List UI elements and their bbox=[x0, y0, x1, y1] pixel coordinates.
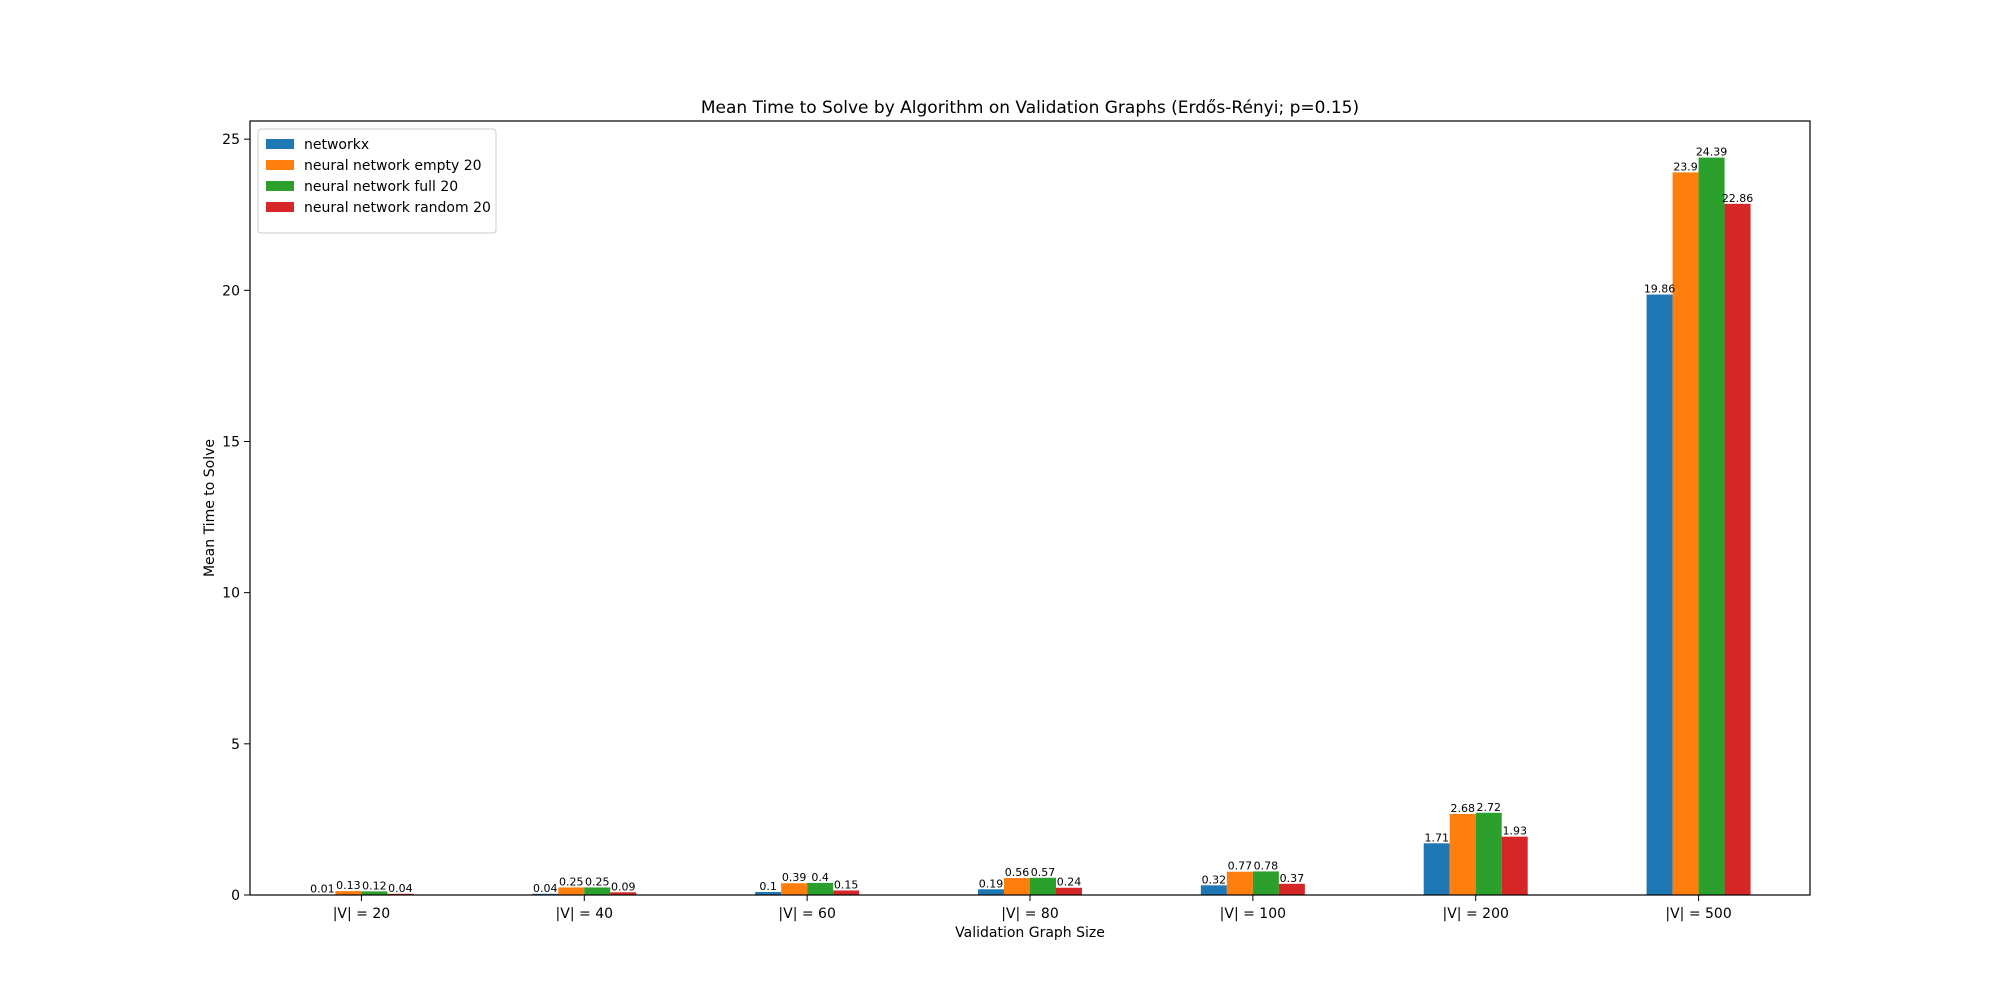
bar-2-2 bbox=[558, 887, 584, 895]
bar-value-label: 0.57 bbox=[1031, 866, 1056, 879]
bar-value-label: 0.25 bbox=[585, 875, 610, 888]
legend-swatch bbox=[266, 181, 294, 191]
bar-4-6 bbox=[1502, 837, 1528, 895]
legend-label: networkx bbox=[304, 137, 369, 153]
legend-label: neural network random 20 bbox=[304, 200, 491, 216]
bar-2-7 bbox=[1673, 172, 1699, 895]
legend-label: neural network full 20 bbox=[304, 179, 458, 195]
bar-3-3 bbox=[807, 883, 833, 895]
y-tick-label: 15 bbox=[222, 434, 240, 450]
bar-value-label: 0.24 bbox=[1057, 876, 1082, 889]
x-axis-label: Validation Graph Size bbox=[955, 925, 1105, 941]
bar-3-2 bbox=[584, 887, 610, 895]
bar-value-label: 1.71 bbox=[1424, 831, 1449, 844]
y-tick-label: 25 bbox=[222, 132, 240, 148]
bar-value-label: 22.86 bbox=[1722, 192, 1754, 205]
bar-value-label: 0.39 bbox=[782, 871, 807, 884]
bars-layer bbox=[309, 158, 1750, 895]
x-tick-label: |V| = 500 bbox=[1665, 906, 1731, 922]
x-tick-label: |V| = 100 bbox=[1220, 906, 1286, 922]
bar-value-label: 1.93 bbox=[1502, 825, 1527, 838]
bar-value-label: 0.25 bbox=[559, 875, 584, 888]
bar-3-4 bbox=[1030, 878, 1056, 895]
bar-value-label: 0.78 bbox=[1254, 859, 1279, 872]
bar-value-label: 0.19 bbox=[979, 877, 1004, 890]
bar-2-4 bbox=[1004, 878, 1030, 895]
bar-2-3 bbox=[781, 883, 807, 895]
bar-3-6 bbox=[1476, 813, 1502, 895]
y-axis-label: Mean Time to Solve bbox=[202, 439, 218, 577]
y-tick-label: 10 bbox=[222, 586, 240, 602]
bar-3-7 bbox=[1699, 158, 1725, 895]
legend: networkx neural network empty 20 neural ne… bbox=[258, 129, 496, 233]
x-tick-label: |V| = 40 bbox=[556, 906, 613, 922]
bar-value-label: 2.72 bbox=[1476, 801, 1501, 814]
bar-4-7 bbox=[1725, 204, 1751, 895]
bar-value-label: 24.39 bbox=[1696, 146, 1728, 159]
x-tick-label: |V| = 20 bbox=[333, 906, 390, 922]
bar-2-6 bbox=[1450, 814, 1476, 895]
bar-4-4 bbox=[1056, 888, 1082, 895]
bar-2-5 bbox=[1227, 872, 1253, 895]
bar-4-5 bbox=[1279, 884, 1305, 895]
y-tick-label: 5 bbox=[231, 737, 240, 753]
axes-layer: 0 5 10 15 20 25 |V| = 20 |V| = 40 |V| = 60 |V| = … bbox=[222, 121, 1810, 922]
x-tick-label: |V| = 60 bbox=[778, 906, 835, 922]
bar-3-5 bbox=[1253, 871, 1279, 895]
bar-1-6 bbox=[1424, 843, 1450, 895]
bar-value-label: 19.86 bbox=[1644, 283, 1676, 296]
legend-swatch bbox=[266, 139, 294, 149]
bar-value-label: 0.32 bbox=[1202, 873, 1227, 886]
bar-value-label: 23.9 bbox=[1673, 160, 1698, 173]
bar-value-label: 0.37 bbox=[1280, 872, 1305, 885]
bar-value-label: 0.04 bbox=[533, 882, 558, 895]
bar-value-label: 0.1 bbox=[759, 880, 777, 893]
y-tick-label: 0 bbox=[231, 888, 240, 904]
bar-value-label: 0.4 bbox=[811, 871, 829, 884]
bar-value-label: 0.13 bbox=[336, 879, 361, 892]
bar-1-5 bbox=[1201, 885, 1227, 895]
legend-label: neural network empty 20 bbox=[304, 158, 482, 174]
y-tick-label: 20 bbox=[222, 283, 240, 299]
bar-value-label: 0.01 bbox=[310, 883, 335, 896]
legend-swatch bbox=[266, 202, 294, 212]
bar-value-label: 0.77 bbox=[1228, 860, 1253, 873]
bar-1-7 bbox=[1647, 295, 1673, 895]
bar-value-label: 0.12 bbox=[362, 879, 387, 892]
bar-value-label: 0.04 bbox=[388, 882, 413, 895]
bar-value-label: 0.56 bbox=[1005, 866, 1030, 879]
bar-value-label: 0.15 bbox=[834, 878, 859, 891]
bar-value-labels: 0.01 0.04 0.1 0.19 0.32 1.71 19.86 0.13 0.25 0.39… bbox=[310, 146, 1753, 896]
plot-frame bbox=[250, 121, 1810, 895]
x-tick-label: |V| = 80 bbox=[1001, 906, 1058, 922]
legend-swatch bbox=[266, 160, 294, 170]
bar-value-label: 2.68 bbox=[1450, 802, 1475, 815]
bar-value-label: 0.09 bbox=[611, 880, 636, 893]
chart-title: Mean Time to Solve by Algorithm on Valid… bbox=[701, 98, 1359, 118]
x-tick-label: |V| = 200 bbox=[1443, 906, 1509, 922]
